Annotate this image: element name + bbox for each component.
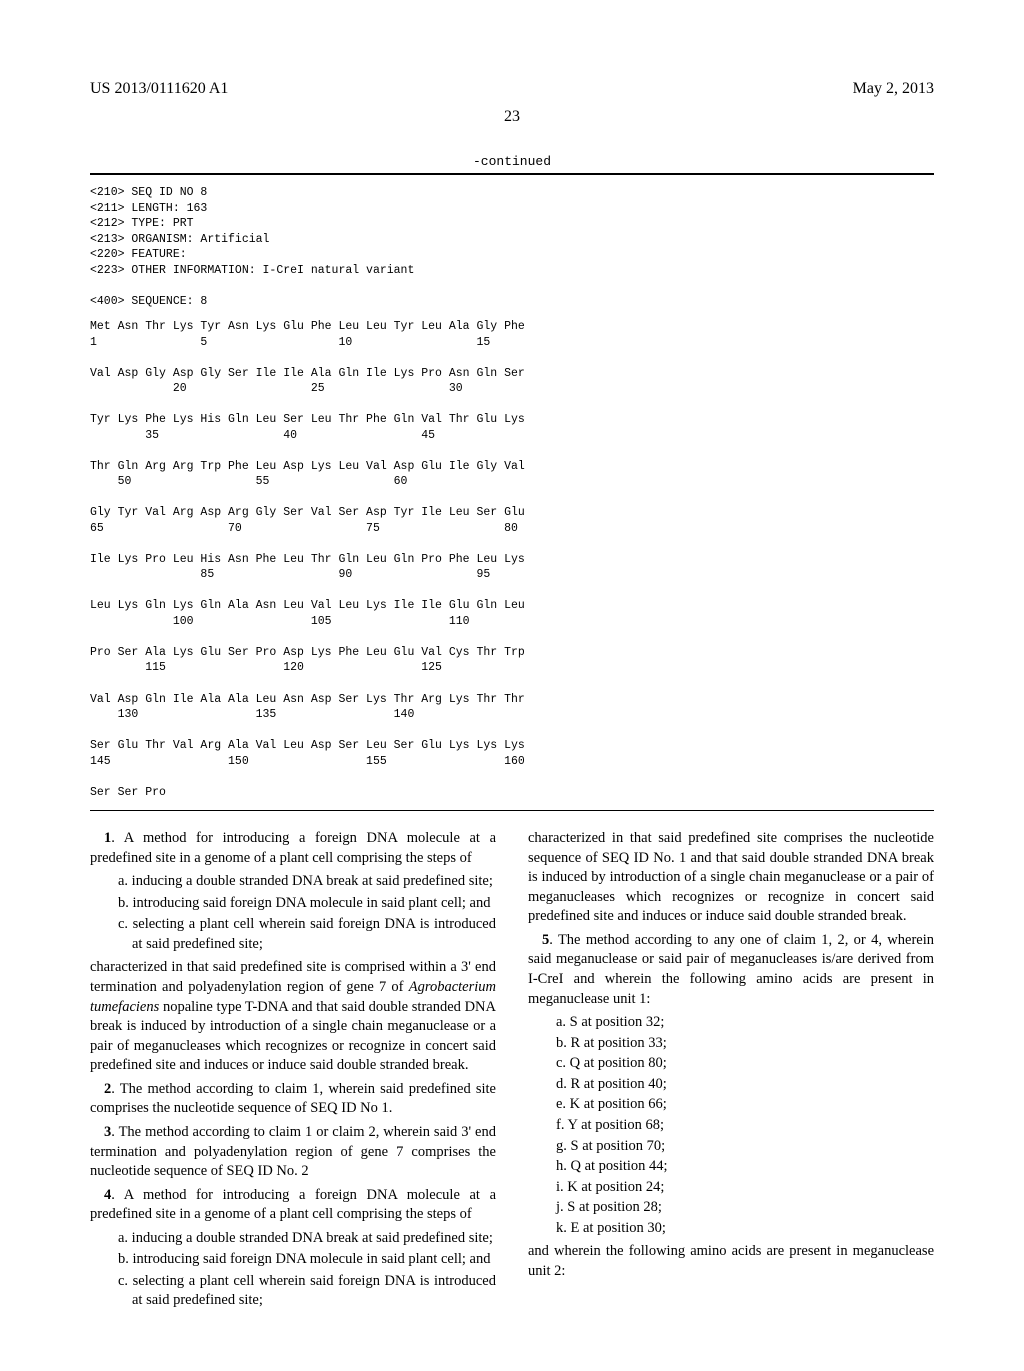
amino-b: b. R at position 33; xyxy=(556,1034,934,1054)
claim-1-step-a: a. inducing a double stranded DNA break … xyxy=(118,872,496,892)
claim-1-step-b: b. introducing said foreign DNA molecule… xyxy=(118,894,496,914)
amino-e: e. K at position 66; xyxy=(556,1095,934,1115)
claim-5-amino-list: a. S at position 32; b. R at position 33… xyxy=(556,1013,934,1238)
claim-4-steps: a. inducing a double stranded DNA break … xyxy=(118,1229,496,1311)
sequence-listing: Met Asn Thr Lys Tyr Asn Lys Glu Phe Leu … xyxy=(90,319,934,800)
amino-h: h. Q at position 44; xyxy=(556,1157,934,1177)
claim-5-tail: and wherein the following amino acids ar… xyxy=(528,1242,934,1281)
claim-5-lead: 5. The method according to any one of cl… xyxy=(528,931,934,1009)
claim-4-step-b: b. introducing said foreign DNA molecule… xyxy=(118,1250,496,1270)
claim-2: 2. The method according to claim 1, wher… xyxy=(90,1080,496,1119)
amino-k: k. E at position 30; xyxy=(556,1219,934,1239)
rule-bottom xyxy=(90,810,934,811)
sequence-metadata: <210> SEQ ID NO 8 <211> LENGTH: 163 <212… xyxy=(90,185,934,309)
rule-top xyxy=(90,173,934,175)
claim-1-lead: 1. A method for introducing a foreign DN… xyxy=(90,829,496,868)
claim-1-steps: a. inducing a double stranded DNA break … xyxy=(118,872,496,954)
amino-g: g. S at position 70; xyxy=(556,1137,934,1157)
claim-4-step-c: c. selecting a plant cell wherein said f… xyxy=(118,1272,496,1311)
publication-date: May 2, 2013 xyxy=(853,80,934,98)
page-header: US 2013/0111620 A1 May 2, 2013 xyxy=(90,80,934,98)
page-number: 23 xyxy=(90,108,934,126)
amino-f: f. Y at position 68; xyxy=(556,1116,934,1136)
amino-d: d. R at position 40; xyxy=(556,1075,934,1095)
amino-c: c. Q at position 80; xyxy=(556,1054,934,1074)
claim-4-lead: 4. A method for introducing a foreign DN… xyxy=(90,1186,496,1225)
publication-number: US 2013/0111620 A1 xyxy=(90,80,228,98)
claims-body: 1. A method for introducing a foreign DN… xyxy=(90,829,934,1311)
amino-j: j. S at position 28; xyxy=(556,1198,934,1218)
amino-a: a. S at position 32; xyxy=(556,1013,934,1033)
claim-1-step-c: c. selecting a plant cell wherein said f… xyxy=(118,915,496,954)
claim-4-tail: characterized in that said predefined si… xyxy=(528,829,934,927)
amino-i: i. K at position 24; xyxy=(556,1178,934,1198)
claim-3: 3. The method according to claim 1 or cl… xyxy=(90,1123,496,1182)
continued-label: -continued xyxy=(90,154,934,169)
claim-1-tail: characterized in that said predefined si… xyxy=(90,958,496,1075)
claim-4-step-a: a. inducing a double stranded DNA break … xyxy=(118,1229,496,1249)
